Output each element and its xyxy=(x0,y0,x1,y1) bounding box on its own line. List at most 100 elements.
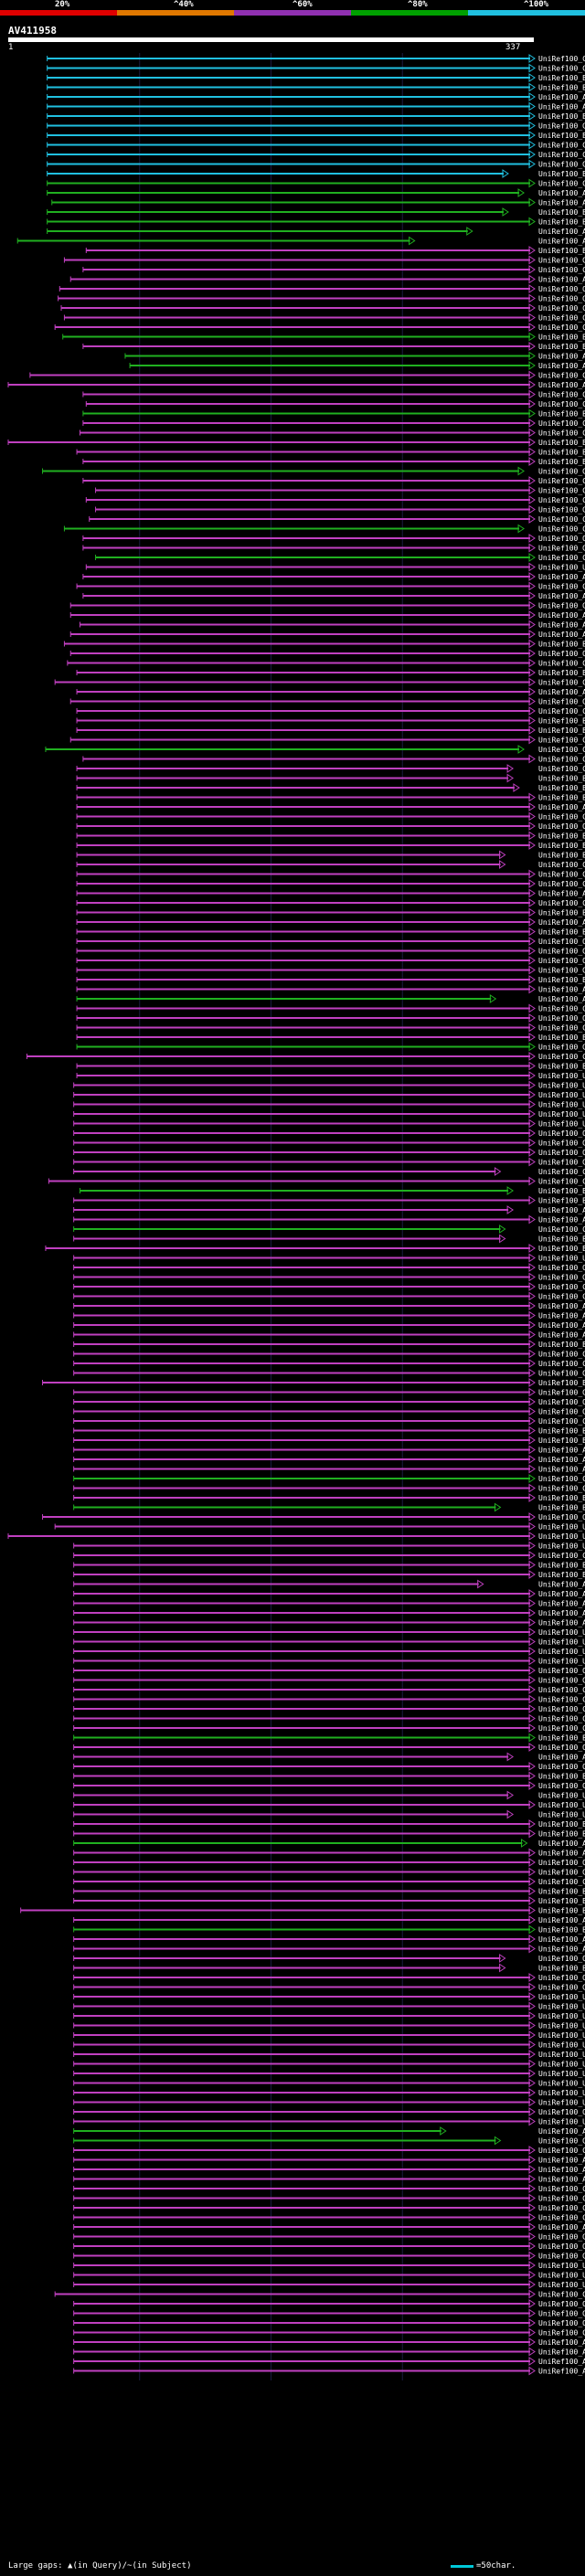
hit-label[interactable]: UniRef100_A1T2B9 xyxy=(538,2176,585,2184)
hit-label[interactable]: UniRef100_C1I4D3 xyxy=(538,1724,585,1733)
hit-label[interactable]: UniRef100_B5X9U3 xyxy=(538,928,585,937)
hit-label[interactable]: UniRef100_B6VEL9 xyxy=(538,1504,585,1512)
hit-label[interactable]: UniRef100_A6VVG7 xyxy=(538,1456,585,1464)
hit-label[interactable]: UniRef100_Q13260-2 xyxy=(538,1389,585,1397)
hit-label[interactable]: UniRef100_C5T7I1 xyxy=(538,372,585,380)
hit-label[interactable]: UniRef100_UP1000.. xyxy=(538,2262,585,2270)
hit-label[interactable]: UniRef100_B5YFM1 xyxy=(538,1571,585,1579)
hit-label[interactable]: UniRef100_C5T3U5 xyxy=(538,756,585,764)
hit-label[interactable]: UniRef100_C8SEI9 xyxy=(538,525,585,534)
hit-label[interactable]: UniRef100_C5U8Q6 xyxy=(538,660,585,668)
hit-label[interactable]: UniRef100_A6CP07 xyxy=(538,890,585,898)
hit-label[interactable]: UniRef100_Q2R3W3 xyxy=(538,602,585,610)
hit-label[interactable]: UniRef100_C6L2P6 xyxy=(538,1360,585,1368)
hit-label[interactable]: UniRef100_UP1000.. xyxy=(538,2070,585,2078)
hit-label[interactable]: UniRef100_Q9BTZ2 xyxy=(538,2253,585,2261)
hit-label[interactable]: UniRef100_A8LHN0 xyxy=(538,2157,585,2165)
hit-label[interactable]: UniRef100_C0CCC7 xyxy=(538,1283,585,1291)
hit-label[interactable]: UniRef100_UP1000.. xyxy=(538,2281,585,2289)
hit-label[interactable]: UniRef100_C4K6E2 xyxy=(538,1705,585,1713)
hit-label[interactable]: UniRef100_C0P944 xyxy=(538,151,585,159)
hit-label[interactable]: UniRef100_C6T9K2 xyxy=(538,55,585,63)
hit-label[interactable]: UniRef100_Q0HHK8 xyxy=(538,1408,585,1416)
hit-label[interactable]: UniRef100_C3CT09 xyxy=(538,515,585,524)
hit-label[interactable]: UniRef100_UP1000.. xyxy=(538,1255,585,1263)
hit-label[interactable]: UniRef100_Q01BU9 xyxy=(538,1149,585,1157)
hit-label[interactable]: UniRef100_B9HDH1 xyxy=(538,84,585,92)
hit-label[interactable]: UniRef100_Q9BTZ2-5 xyxy=(538,1974,585,1982)
hit-label[interactable]: UniRef100_B4F0X8 xyxy=(538,909,585,917)
hit-label[interactable]: UniRef100_UP1000.. xyxy=(538,1648,585,1656)
hit-label[interactable]: UniRef100_A8CUP5 xyxy=(538,1302,585,1310)
hit-label[interactable]: UniRef100_A8JFE5 xyxy=(538,228,585,236)
hit-label[interactable]: UniRef100_A3I9L6 xyxy=(538,1312,585,1320)
hit-label[interactable]: UniRef100_Q5RCF8 xyxy=(538,2233,585,2242)
hit-label[interactable]: UniRef100_UP1000.. xyxy=(538,2061,585,2069)
hit-label[interactable]: UniRef100_Q2K7K2 xyxy=(538,822,585,831)
hit-label[interactable]: UniRef100_C5CXJ9 xyxy=(538,1417,585,1426)
hit-label[interactable]: UniRef100_UP1000.. xyxy=(538,1801,585,1809)
hit-label[interactable]: UniRef100_C3DDC9 xyxy=(538,861,585,869)
hit-label[interactable]: UniRef100_C6IIK0 xyxy=(538,2195,585,2203)
hit-label[interactable]: UniRef100_C3C7G7 xyxy=(538,583,585,591)
hit-label[interactable]: UniRef100_B5AZ81 xyxy=(538,439,585,447)
hit-label[interactable]: UniRef100_UP1000.. xyxy=(538,2080,585,2088)
hit-label[interactable]: UniRef100_C1B7K7 xyxy=(538,737,585,745)
hit-label[interactable]: UniRef100_B5ZTH1 xyxy=(538,1436,585,1445)
hit-label[interactable]: UniRef100_C4T1I2 xyxy=(538,679,585,687)
hit-label[interactable]: UniRef100_A6TCB4 xyxy=(538,276,585,284)
hit-label[interactable]: UniRef100_C5CJ46 xyxy=(538,2147,585,2155)
hit-label[interactable]: UniRef100_C6D4S2 xyxy=(538,1878,585,1886)
hit-label[interactable]: UniRef100_UP1000.. xyxy=(538,1542,585,1551)
hit-label[interactable]: UniRef100_A7HSH3 xyxy=(538,1206,585,1214)
hit-label[interactable]: UniRef100_B9YDK7 xyxy=(538,1235,585,1244)
hit-label[interactable]: UniRef100_B1FMM2 xyxy=(538,449,585,457)
hit-label[interactable]: UniRef100_C6BRP2 xyxy=(538,1552,585,1560)
hit-label[interactable]: UniRef100_Q8CW3I xyxy=(538,1859,585,1867)
hit-label[interactable]: UniRef100_A5AHN8 xyxy=(538,103,585,111)
hit-label[interactable]: UniRef100_Q8K5Q7 xyxy=(538,1513,585,1521)
hit-label[interactable]: UniRef100_B6U9E9 xyxy=(538,132,585,140)
hit-label[interactable]: UniRef100_B3VKH7 xyxy=(538,726,585,735)
hit-label[interactable]: UniRef100_A9COL3 xyxy=(538,621,585,630)
hit-label[interactable]: UniRef100_A4J8V3 xyxy=(538,573,585,581)
hit-label[interactable]: UniRef100_A9RK62 xyxy=(538,986,585,994)
hit-label[interactable]: UniRef100_Q6FB45 xyxy=(538,2300,585,2308)
hit-label[interactable]: UniRef100_A9W3J2 xyxy=(538,2223,585,2231)
hit-label[interactable]: UniRef100_UP1000.. xyxy=(538,1101,585,1109)
hit-label[interactable]: UniRef100_Q5STY8 xyxy=(538,1744,585,1752)
hit-label[interactable]: UniRef100_B6SV63 xyxy=(538,170,585,178)
hit-label[interactable]: UniRef100_C5QFE8 xyxy=(538,554,585,562)
hit-label[interactable]: UniRef100_Q16819 xyxy=(538,1763,585,1771)
hit-label[interactable]: UniRef100_A1WE53 xyxy=(538,1619,585,1627)
hit-label[interactable]: UniRef100_C6TI76 xyxy=(538,707,585,716)
hit-label[interactable]: UniRef100_A7QKM0 xyxy=(538,2348,585,2357)
hit-label[interactable]: UniRef100_A2E1N8 xyxy=(538,362,585,370)
hit-label[interactable]: UniRef100_A2E5K3 xyxy=(538,381,585,389)
hit-label[interactable]: UniRef100_B9PMM9 xyxy=(538,1494,585,1502)
hit-label[interactable]: UniRef100_C5V2N4 xyxy=(538,304,585,313)
hit-label[interactable]: UniRef100_A7QUX9 xyxy=(538,1754,585,1762)
hit-label[interactable]: UniRef100_Q5HLM2 xyxy=(538,257,585,265)
hit-label[interactable]: UniRef100_C1AE54 xyxy=(538,1686,585,1694)
hit-label[interactable]: UniRef100_Q0F3S0 xyxy=(538,1129,585,1138)
hit-label[interactable]: UniRef100_Q7UVN6 xyxy=(538,1014,585,1023)
hit-label[interactable]: UniRef100_B0LMY0 xyxy=(538,1926,585,1935)
hit-label[interactable]: UniRef100_UP1000.. xyxy=(538,2031,585,2040)
hit-label[interactable]: UniRef100_A7T871 xyxy=(538,803,585,811)
hit-label[interactable]: UniRef100_B4KIC1 xyxy=(538,852,585,860)
hit-label[interactable]: UniRef100_Q502U3 xyxy=(538,1677,585,1685)
hit-label[interactable]: UniRef100_UP1000.. xyxy=(538,1072,585,1080)
hit-label[interactable]: UniRef100_B9NK30 xyxy=(538,641,585,649)
hit-label[interactable]: UniRef100_B0NM69 xyxy=(538,1907,585,1915)
hit-label[interactable]: UniRef100_UP1000.. xyxy=(538,1993,585,2001)
hit-label[interactable]: UniRef100_C8S6H2 xyxy=(538,391,585,399)
hit-label[interactable]: UniRef100_B9T4N3 xyxy=(538,112,585,121)
hit-label[interactable]: UniRef100_A3DH54 xyxy=(538,1850,585,1858)
hit-label[interactable]: UniRef100_A6VPD3 xyxy=(538,1945,585,1954)
hit-label[interactable]: UniRef100_Q9LUF1 xyxy=(538,506,585,514)
hit-label[interactable]: UniRef100_Q1GUY8 xyxy=(538,2319,585,2327)
hit-label[interactable]: UniRef100_B2DBD5 xyxy=(538,775,585,783)
hit-label[interactable]: UniRef100_Q21VJ3 xyxy=(538,2310,585,2318)
hit-label[interactable]: UniRef100_A7HJ54 xyxy=(538,1916,585,1924)
